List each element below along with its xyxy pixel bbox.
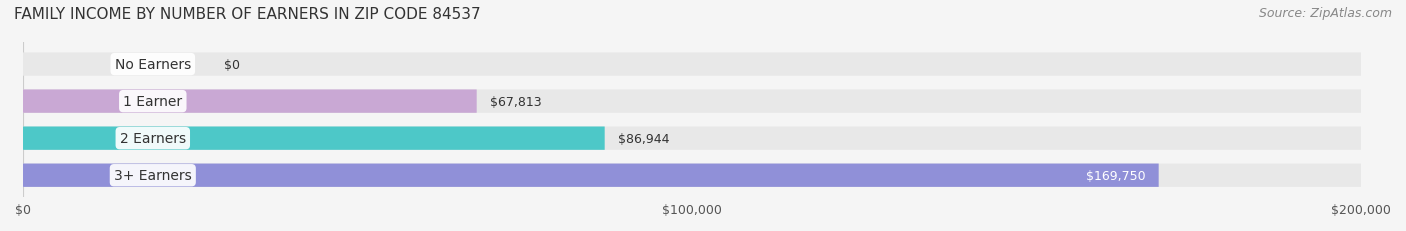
Text: $67,813: $67,813 — [491, 95, 541, 108]
Text: FAMILY INCOME BY NUMBER OF EARNERS IN ZIP CODE 84537: FAMILY INCOME BY NUMBER OF EARNERS IN ZI… — [14, 7, 481, 22]
FancyBboxPatch shape — [22, 127, 1361, 150]
Text: 3+ Earners: 3+ Earners — [114, 168, 191, 182]
Text: $86,944: $86,944 — [619, 132, 669, 145]
Text: $169,750: $169,750 — [1085, 169, 1146, 182]
Text: 2 Earners: 2 Earners — [120, 132, 186, 146]
Text: No Earners: No Earners — [115, 58, 191, 72]
FancyBboxPatch shape — [22, 127, 605, 150]
Text: $0: $0 — [224, 58, 239, 71]
FancyBboxPatch shape — [22, 53, 1361, 76]
Text: Source: ZipAtlas.com: Source: ZipAtlas.com — [1258, 7, 1392, 20]
FancyBboxPatch shape — [22, 164, 1159, 187]
FancyBboxPatch shape — [22, 90, 1361, 113]
Text: 1 Earner: 1 Earner — [124, 95, 183, 109]
FancyBboxPatch shape — [22, 164, 1361, 187]
FancyBboxPatch shape — [22, 90, 477, 113]
